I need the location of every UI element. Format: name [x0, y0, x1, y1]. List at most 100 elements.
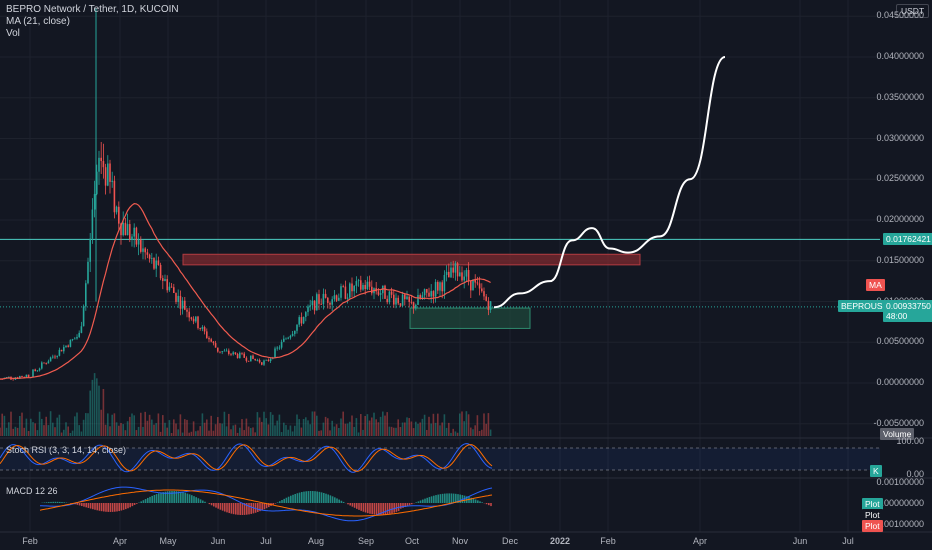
candle-body	[276, 347, 278, 349]
macd-histogram-bar	[488, 503, 490, 506]
volume-bar	[76, 412, 78, 436]
currency-button[interactable]: USDT	[896, 4, 930, 18]
candle-body	[71, 339, 74, 341]
candle-body	[327, 297, 329, 303]
macd-histogram-bar	[230, 503, 233, 514]
candle-body	[230, 353, 232, 355]
candle-body	[113, 180, 116, 213]
macd-histogram-bar	[325, 493, 327, 503]
time-axis-label: Aug	[307, 536, 325, 546]
volume-bar	[155, 423, 157, 436]
volume-bar	[487, 413, 490, 436]
macd-histogram-bar	[360, 503, 362, 511]
macd-pane	[39, 486, 493, 522]
volume-bar	[67, 426, 69, 436]
macd-histogram-bar	[103, 503, 105, 512]
projection-drawing[interactable]	[493, 56, 726, 309]
macd-histogram-bar	[268, 503, 270, 508]
volume-bar	[324, 416, 327, 436]
candle-body	[175, 293, 177, 302]
macd-histogram-bar	[349, 503, 351, 506]
volume-bar	[351, 415, 353, 436]
macd-histogram-bar	[327, 494, 329, 503]
macd-histogram-bar	[56, 501, 59, 503]
candle-body	[232, 352, 234, 355]
macd-histogram-bar	[109, 503, 112, 512]
volume-bar	[291, 431, 294, 436]
volume-bar	[151, 419, 153, 436]
candle-body	[208, 337, 210, 340]
signal-line	[39, 489, 493, 517]
stoch-d-line	[0, 444, 493, 472]
volume-bar	[32, 422, 34, 436]
macd-histogram-bar	[193, 496, 195, 503]
macd-histogram-bar	[463, 495, 466, 503]
volume-bar	[258, 417, 261, 436]
macd-histogram-bar	[52, 501, 54, 503]
volume-bar	[412, 428, 415, 436]
macd-histogram-bar	[400, 503, 402, 509]
resistance-zone[interactable]	[182, 253, 641, 266]
volume-bar	[146, 420, 149, 436]
candle-body	[291, 333, 294, 336]
volume-tag: Volume	[880, 428, 915, 440]
volume-bar	[404, 422, 406, 436]
macd-histogram-bar	[114, 503, 116, 512]
volume-bar	[60, 432, 63, 436]
candle-body	[219, 351, 221, 353]
candle-body	[397, 297, 399, 304]
macd-histogram-bar	[202, 500, 204, 503]
candle-body	[102, 161, 105, 168]
volume-bar	[69, 432, 72, 436]
macd-histogram-bar	[144, 499, 147, 503]
candle-body	[417, 295, 419, 305]
volume-bar	[445, 427, 448, 436]
macd-histogram-bar	[127, 503, 129, 509]
macd-histogram-bar	[235, 503, 237, 515]
volume-bar	[364, 416, 366, 436]
volume-bar	[221, 423, 223, 436]
candle-body	[261, 362, 263, 365]
macd-histogram-bar	[180, 491, 182, 503]
candle-body	[247, 360, 250, 362]
macd-histogram-bar	[312, 491, 314, 503]
stoch-band	[0, 448, 880, 470]
candle-body	[201, 327, 204, 329]
candle-body	[124, 222, 127, 236]
macd-histogram-bar	[329, 495, 332, 503]
macd-histogram-bar	[177, 491, 180, 503]
symbol-tag: BEPROUSDT	[838, 299, 897, 312]
macd-histogram-bar	[107, 503, 109, 512]
candle-body	[342, 286, 344, 288]
macd-histogram-bar	[254, 503, 257, 513]
macd-histogram-bar	[479, 501, 481, 503]
time-axis-label: Jul	[260, 536, 272, 546]
macd-histogram-bar	[287, 496, 290, 503]
candle-body	[437, 282, 439, 291]
volume-bar	[234, 424, 237, 436]
candle-body	[93, 193, 96, 210]
macd-histogram-bar	[59, 501, 61, 503]
candle-body	[27, 374, 30, 378]
macd-histogram-bar	[485, 503, 488, 505]
candle-body	[239, 352, 241, 359]
macd-histogram-bar	[83, 503, 85, 507]
volume-bar	[107, 413, 109, 436]
volume-bar	[423, 414, 426, 436]
volume-bar	[274, 425, 276, 436]
candle-body	[399, 303, 402, 306]
candle-body	[146, 252, 149, 255]
candle-body	[137, 239, 140, 245]
macd-histogram-bar	[89, 503, 92, 509]
volume-bar	[170, 432, 173, 436]
support-zone[interactable]	[409, 307, 531, 329]
volume-bar	[309, 424, 311, 436]
volume-bar	[120, 422, 122, 436]
volume-bar	[12, 428, 14, 436]
volume-bar	[65, 422, 67, 436]
macd-histogram-bar	[276, 502, 279, 503]
volume-bar	[456, 432, 459, 436]
macd-histogram-bar	[261, 503, 263, 511]
volume-bar	[269, 412, 272, 436]
